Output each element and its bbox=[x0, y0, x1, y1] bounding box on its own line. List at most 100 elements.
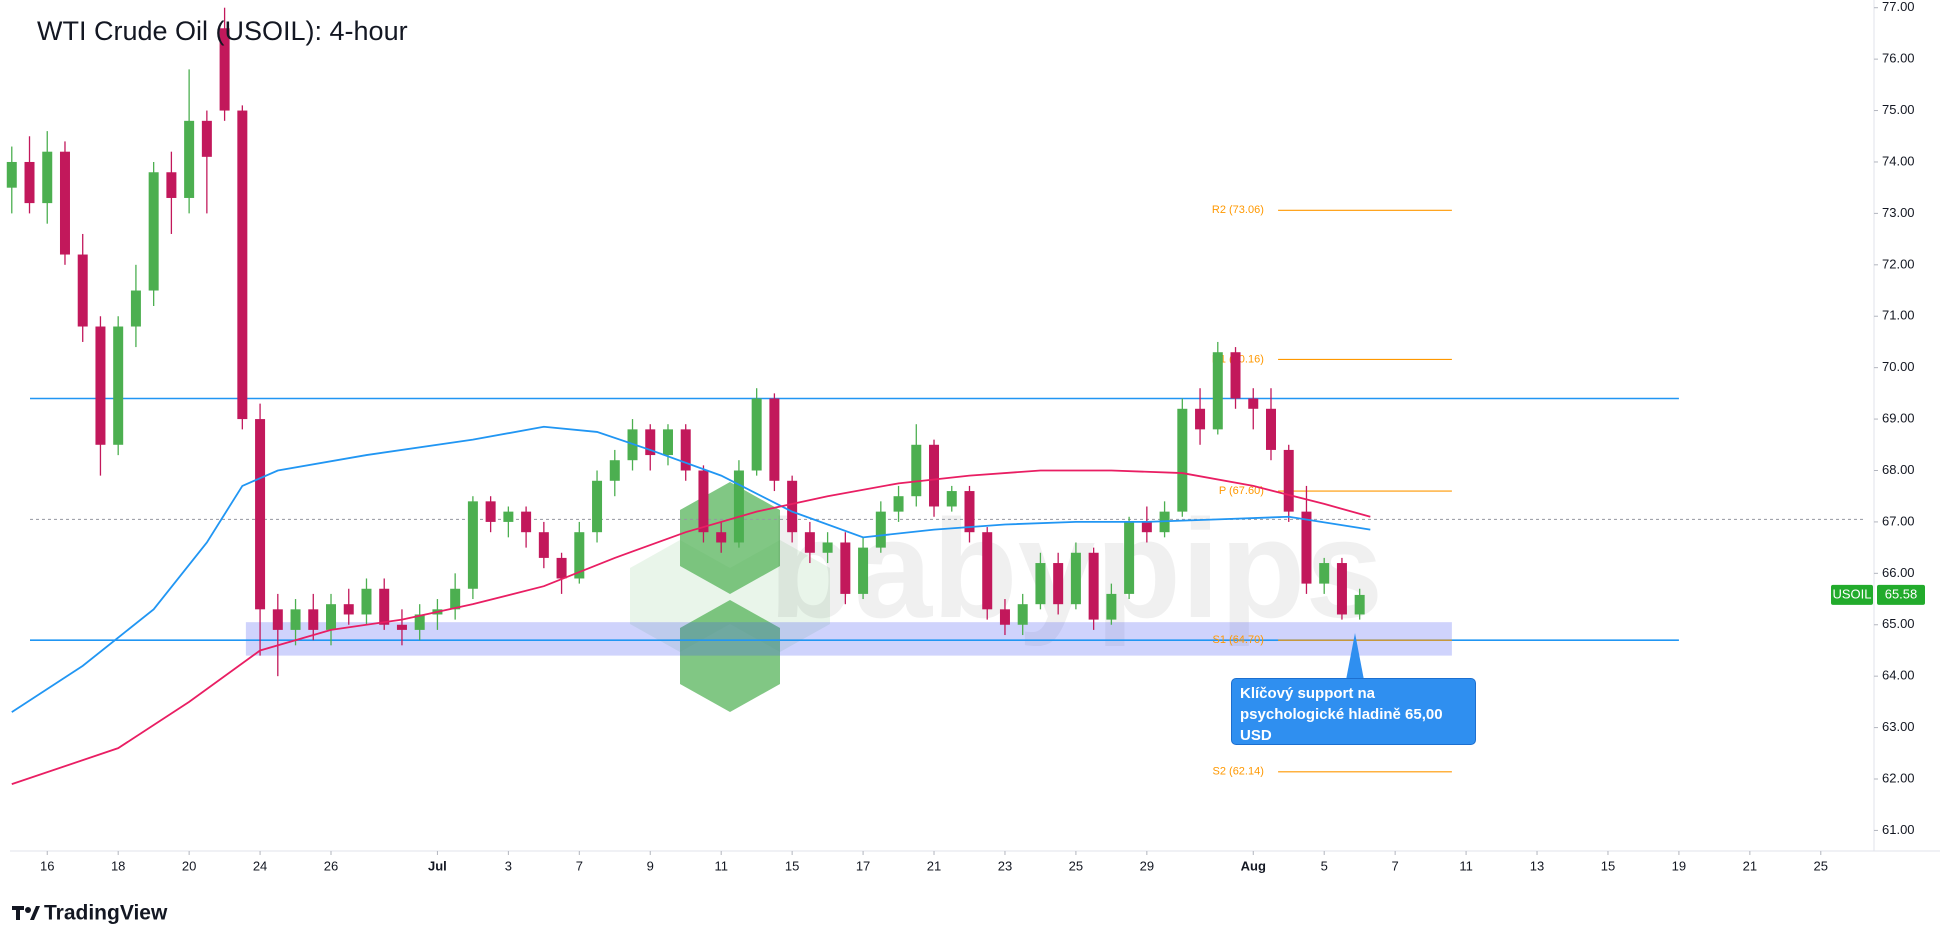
candle-body bbox=[1230, 352, 1241, 399]
candle-body bbox=[769, 398, 780, 481]
candle-body bbox=[237, 110, 248, 420]
y-tick-label: 62.00 bbox=[1882, 770, 1915, 785]
candle-body bbox=[95, 326, 106, 445]
candle-body bbox=[929, 444, 940, 507]
candle-body bbox=[130, 290, 141, 327]
moving-average bbox=[11, 425, 1371, 713]
x-tick-label: 25 bbox=[1814, 858, 1828, 873]
candle-body bbox=[1265, 408, 1276, 450]
x-tick-label: 17 bbox=[856, 858, 870, 873]
candle-body bbox=[59, 151, 70, 255]
candle-body bbox=[1248, 398, 1259, 409]
candle-body bbox=[148, 172, 159, 291]
y-tick-label: 65.00 bbox=[1882, 616, 1915, 631]
candle-body bbox=[450, 588, 461, 610]
footer-logo bbox=[12, 906, 40, 920]
y-tick-label: 66.00 bbox=[1882, 565, 1915, 580]
candle-body bbox=[875, 511, 886, 548]
candle-body bbox=[946, 491, 957, 507]
y-tick-label: 75.00 bbox=[1882, 102, 1915, 117]
x-tick-label: 23 bbox=[998, 858, 1012, 873]
candle-body bbox=[255, 419, 266, 610]
candle-body bbox=[804, 532, 815, 553]
candle-body bbox=[1195, 408, 1206, 430]
plot: R2 (73.06)R1 (70.16)P (67.60)S1 (64.70)S… bbox=[6, 7, 1864, 786]
x-tick-label: 11 bbox=[714, 858, 728, 873]
x-tick-label: 19 bbox=[1672, 858, 1686, 873]
x-tick-label: 24 bbox=[253, 858, 267, 873]
candle-body bbox=[574, 532, 585, 579]
x-tick-label: Jul bbox=[428, 858, 447, 873]
x-tick-label: 9 bbox=[647, 858, 654, 873]
x-tick-label: 21 bbox=[927, 858, 941, 873]
candle-body bbox=[751, 398, 762, 471]
x-tick-label: 11 bbox=[1459, 858, 1473, 873]
candle-body bbox=[893, 496, 904, 512]
y-tick-label: 64.00 bbox=[1882, 668, 1915, 683]
x-tick-label: 5 bbox=[1321, 858, 1328, 873]
y-tick-label: 68.00 bbox=[1882, 462, 1915, 477]
candle-body bbox=[609, 460, 620, 481]
footer-brand: TradingView bbox=[44, 902, 168, 925]
candle-body bbox=[1106, 593, 1117, 620]
x-tick-label: 15 bbox=[1601, 858, 1615, 873]
x-tick-label: 20 bbox=[182, 858, 196, 873]
candle-body bbox=[184, 120, 195, 198]
candle-body bbox=[503, 511, 514, 522]
moving-average bbox=[11, 469, 1371, 786]
y-tick-label: 76.00 bbox=[1882, 51, 1915, 66]
support-zone bbox=[245, 622, 1452, 656]
x-tick-label: 7 bbox=[1392, 858, 1399, 873]
candle-body bbox=[716, 532, 727, 543]
x-tick-label: 7 bbox=[576, 858, 583, 873]
y-tick-label: 74.00 bbox=[1882, 153, 1915, 168]
candle-body bbox=[982, 532, 993, 610]
y-tick-label: 67.00 bbox=[1882, 513, 1915, 528]
candle-body bbox=[24, 161, 35, 204]
x-tick-label: 18 bbox=[111, 858, 125, 873]
candle-body bbox=[467, 501, 478, 589]
candle-body bbox=[485, 501, 496, 522]
candle-body bbox=[1088, 552, 1099, 620]
candle-body bbox=[698, 470, 709, 533]
candle-body bbox=[1354, 594, 1365, 615]
candle-body bbox=[308, 609, 319, 630]
candle-body bbox=[521, 511, 532, 533]
candle-body bbox=[272, 609, 283, 630]
pivot-label: S2 (62.14) bbox=[1213, 766, 1264, 778]
y-tick-label: 72.00 bbox=[1882, 256, 1915, 271]
candle-body bbox=[592, 480, 603, 533]
x-tick-label: 13 bbox=[1530, 858, 1544, 873]
chart-title: WTI Crude Oil (USOIL): 4-hour bbox=[37, 16, 408, 46]
pivot-label: S1 (64.70) bbox=[1213, 634, 1264, 646]
y-tick-label: 73.00 bbox=[1882, 205, 1915, 220]
candle-body bbox=[6, 161, 17, 188]
candle-body bbox=[1212, 352, 1223, 430]
price-tag-value: 65.58 bbox=[1885, 586, 1918, 601]
candle-body bbox=[201, 120, 212, 157]
candle-body bbox=[1141, 521, 1152, 533]
candle-body bbox=[1070, 552, 1081, 605]
candle-body bbox=[396, 624, 407, 630]
candle-body bbox=[662, 429, 673, 456]
candle-body bbox=[556, 557, 567, 579]
x-tick-label: 16 bbox=[40, 858, 54, 873]
price-tag-symbol: USOIL bbox=[1832, 586, 1871, 601]
y-tick-label: 71.00 bbox=[1882, 308, 1915, 323]
candle-body bbox=[166, 172, 177, 198]
pivot-label: P (67.60) bbox=[1219, 485, 1264, 497]
candle-body bbox=[1283, 449, 1294, 512]
candle-body bbox=[379, 588, 390, 625]
candle-body bbox=[290, 609, 301, 630]
candle-body bbox=[538, 532, 549, 558]
candle-body bbox=[645, 429, 656, 456]
x-tick-label: 21 bbox=[1743, 858, 1757, 873]
candle-body bbox=[219, 28, 230, 111]
x-tick-label: 26 bbox=[324, 858, 338, 873]
annotation: Klíčový support na psychologické hladině… bbox=[1231, 678, 1476, 745]
price-tag-value-bg bbox=[1877, 584, 1925, 605]
candle-body bbox=[858, 547, 869, 594]
candle-body bbox=[1124, 521, 1135, 594]
